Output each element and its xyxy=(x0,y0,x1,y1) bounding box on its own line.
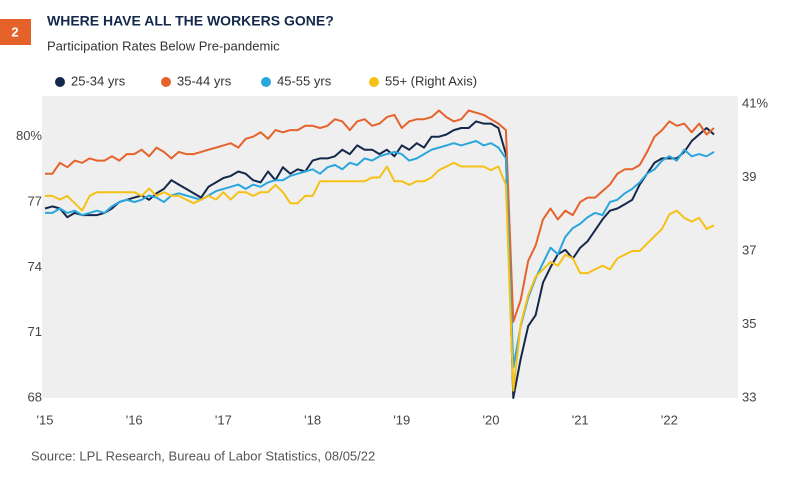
x-tick-label: '18 xyxy=(304,412,321,427)
series-line xyxy=(45,161,715,392)
legend-marker xyxy=(55,77,65,87)
chart-subtitle: Participation Rates Below Pre-pandemic xyxy=(47,38,280,53)
legend-marker xyxy=(261,77,271,87)
plot-area xyxy=(42,96,738,398)
y-tick-label: 71 xyxy=(28,324,42,339)
legend-marker xyxy=(161,77,171,87)
x-tick-label: '20 xyxy=(483,412,500,427)
y2-tick-label: 41% xyxy=(742,95,768,110)
y2-tick-label: 39 xyxy=(742,169,756,184)
y-tick-label: 68 xyxy=(28,389,42,404)
y-tick-label: 77 xyxy=(28,193,42,208)
badge-box xyxy=(0,19,31,45)
y-tick-label: 74 xyxy=(28,259,42,274)
legend-label: 35-44 yrs xyxy=(177,73,232,88)
y2-tick-label: 33 xyxy=(742,389,756,404)
x-tick-label: '17 xyxy=(215,412,232,427)
y2-tick-label: 35 xyxy=(742,316,756,331)
y2-tick-label: 37 xyxy=(742,242,756,257)
source: Source: LPL Research, Bureau of Labor St… xyxy=(31,448,375,463)
x-tick-label: '21 xyxy=(572,412,589,427)
series-line xyxy=(45,109,715,323)
legend-label: 55+ (Right Axis) xyxy=(385,73,477,88)
series-line xyxy=(45,140,715,369)
legend-label: 25-34 yrs xyxy=(71,73,126,88)
series-line xyxy=(44,120,715,399)
y-tick-label: 80% xyxy=(16,128,42,143)
badge: 2 xyxy=(11,24,18,39)
x-tick-label: '19 xyxy=(393,412,410,427)
x-tick-label: '15 xyxy=(37,412,54,427)
legend-marker xyxy=(369,77,379,87)
chart-title: WHERE HAVE ALL THE WORKERS GONE? xyxy=(47,13,334,29)
x-tick-label: '16 xyxy=(126,412,143,427)
x-tick-label: '22 xyxy=(661,412,678,427)
legend-label: 45-55 yrs xyxy=(277,73,332,88)
